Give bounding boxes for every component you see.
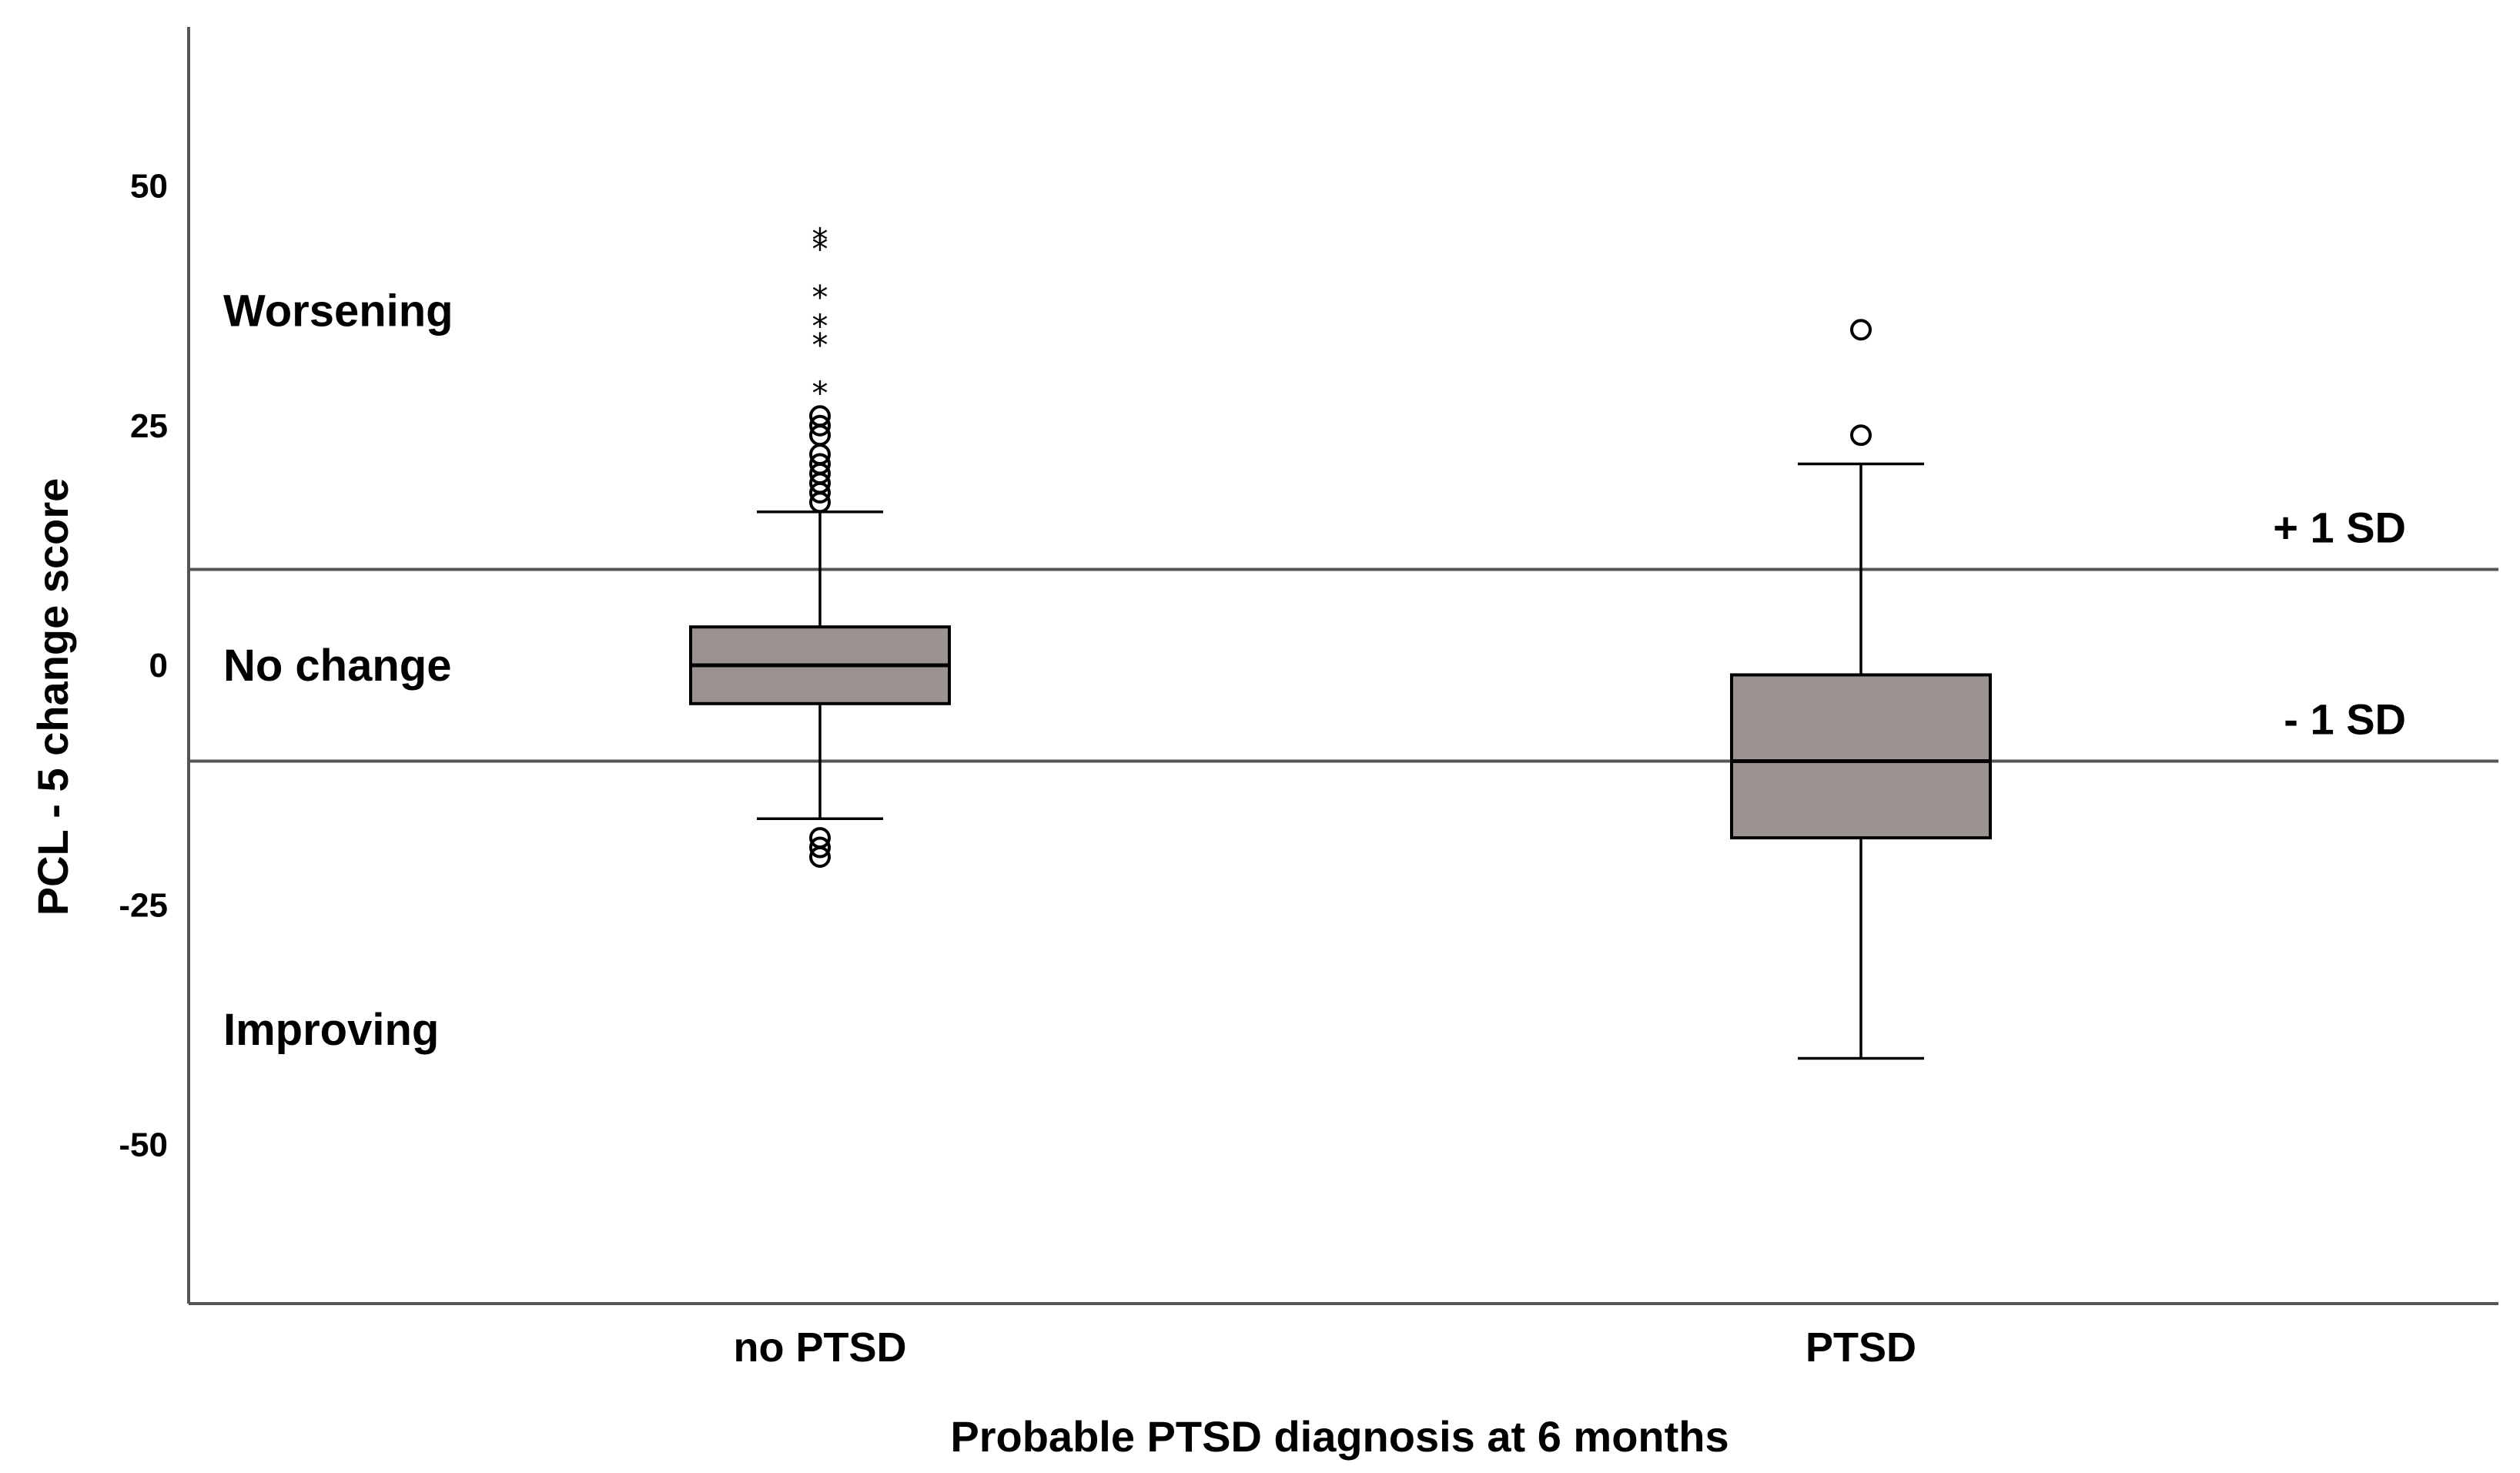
outlier-point (809, 453, 831, 475)
x-category-label: no PTSD (734, 1324, 907, 1371)
reference-lines: + 1 SD - 1 SD (189, 504, 2498, 763)
box-group: ****** (689, 221, 951, 868)
outlier-point (1850, 319, 1872, 341)
axes (187, 27, 2498, 1305)
x-category-labels: no PTSD PTSD (734, 1324, 1917, 1371)
y-tick-label: -25 (119, 886, 168, 924)
outlier-point (1850, 424, 1872, 447)
region-label: No change (223, 641, 452, 691)
region-label: Improving (223, 1005, 439, 1055)
extreme-outlier-point: * (812, 326, 828, 364)
x-axis-title: Probable PTSD diagnosis at 6 months (950, 1412, 1729, 1461)
region-labels: Worsening No change Improving (223, 286, 453, 1055)
extreme-outlier-point: * (812, 374, 828, 412)
y-tick-label: 25 (130, 407, 168, 445)
outlier-point (809, 405, 831, 427)
y-tick-label: 0 (149, 647, 168, 685)
x-category-label: PTSD (1805, 1324, 1916, 1371)
reference-line-label: + 1 SD (2273, 504, 2406, 552)
outlier-point (809, 846, 831, 868)
reference-line-label: - 1 SD (2284, 695, 2406, 744)
extreme-outlier-point: * (812, 221, 828, 259)
box-group (1730, 319, 1992, 1060)
y-ticks: 50 25 0 -25 -50 (119, 168, 168, 1164)
box-series: ****** (689, 221, 1992, 1060)
extreme-outlier-point: * (812, 230, 828, 268)
extreme-outlier-point: * (812, 278, 828, 316)
region-label: Worsening (223, 286, 453, 336)
y-tick-label: -50 (119, 1127, 168, 1164)
extreme-outlier-point: * (812, 307, 828, 345)
outlier-point (809, 414, 831, 437)
outlier-point (809, 836, 831, 859)
y-tick-label: 50 (130, 168, 168, 206)
y-axis-title: PCL - 5 change score (28, 478, 77, 916)
iqr-box (1730, 673, 1992, 840)
